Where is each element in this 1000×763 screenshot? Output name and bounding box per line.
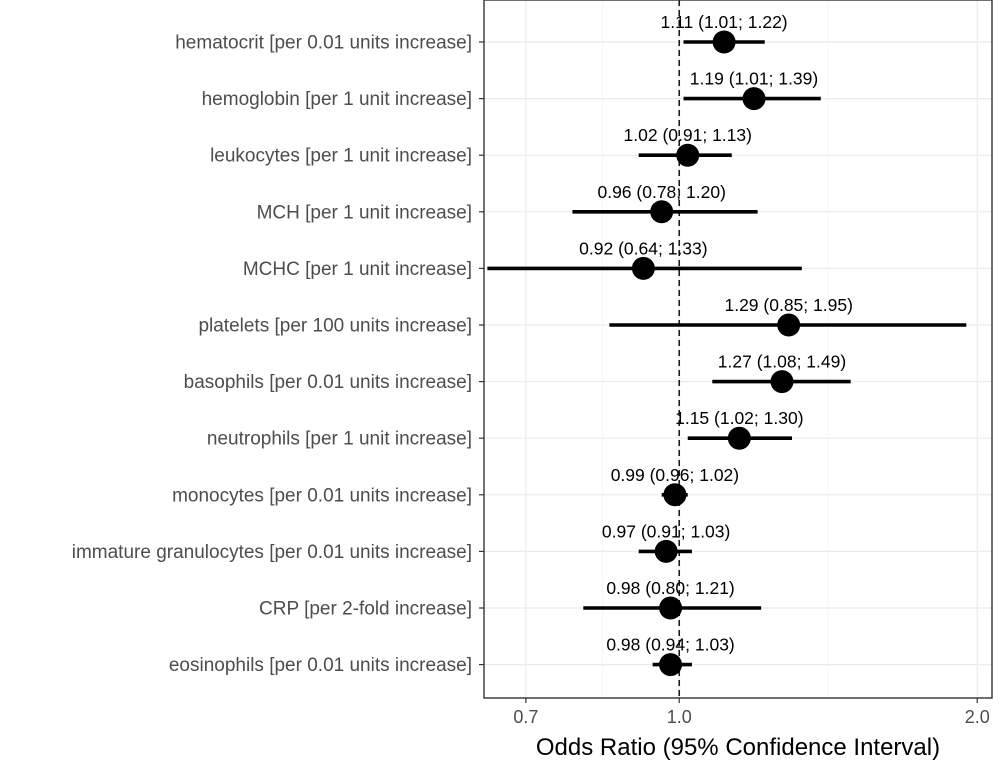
y-axis-labels: hematocrit [per 0.01 units increase] hemo… [72,33,484,676]
y-axis-label: hematocrit [per 0.01 units increase] [175,33,472,54]
plot-panel-border [483,0,993,699]
x-tick-label: 1.0 [667,707,692,727]
odds-ratio-point [770,370,794,394]
odds-ratio-point [650,200,674,224]
odds-ratio-point [777,313,801,337]
odds-ratio-points [631,30,801,677]
y-axis-label: immature granulocytes [per 0.01 units in… [72,542,472,563]
y-axis-label: leukocytes [per 1 unit increase] [210,146,472,167]
estimate-label: 0.92 (0.64; 1.33) [579,238,707,258]
y-axis-label: MCH [per 1 unit increase] [257,202,472,223]
odds-ratio-point [631,256,655,280]
estimate-label: 0.98 (0.94; 1.03) [606,635,734,655]
x-tick-label: 2.0 [965,707,990,727]
y-axis-label: neutrophils [per 1 unit increase] [207,429,472,450]
odds-ratio-point [659,596,683,620]
estimate-label: 1.19 (1.01; 1.39) [690,69,818,89]
estimate-label: 0.97 (0.91; 1.03) [602,521,730,541]
odds-ratio-point [676,143,700,167]
odds-ratio-point [742,87,766,111]
estimate-label: 1.27 (1.08; 1.49) [718,352,846,372]
x-axis-title: Odds Ratio (95% Confidence Interval) [536,734,940,761]
y-axis-label: CRP [per 2-fold increase] [259,599,472,620]
y-axis-label: monocytes [per 0.01 units increase] [172,485,472,506]
estimate-label: 1.02 (0.91; 1.13) [624,125,752,145]
grid-lines [484,0,992,698]
odds-ratio-point [663,483,687,507]
estimate-label: 0.98 (0.80; 1.21) [606,578,734,598]
x-axis-ticks: 0.7 1.0 2.0 [513,698,990,727]
y-axis-label: eosinophils [per 0.01 units increase] [169,655,472,676]
y-axis-label: platelets [per 100 units increase] [198,316,472,337]
estimate-label: 0.96 (0.78; 1.20) [597,182,725,202]
odds-ratio-point [659,653,683,677]
estimate-labels: 1.11 (1.01; 1.22) 1.19 (1.01; 1.39) 1.02 (… [579,12,853,655]
estimate-label: 0.99 (0.96; 1.02) [611,465,739,485]
estimate-label: 1.29 (0.85; 1.95) [724,295,852,315]
y-axis-label: MCHC [per 1 unit increase] [243,259,472,280]
y-axis-label: hemoglobin [per 1 unit increase] [202,89,472,110]
estimate-label: 1.11 (1.01; 1.22) [661,12,788,32]
x-tick-label: 0.7 [513,707,538,727]
odds-ratio-point [654,539,678,563]
estimate-label: 1.15 (1.02; 1.30) [675,408,803,428]
odds-ratio-point [727,426,751,450]
y-axis-label: basophils [per 0.01 units increase] [184,372,472,393]
odds-ratio-point [712,30,736,54]
